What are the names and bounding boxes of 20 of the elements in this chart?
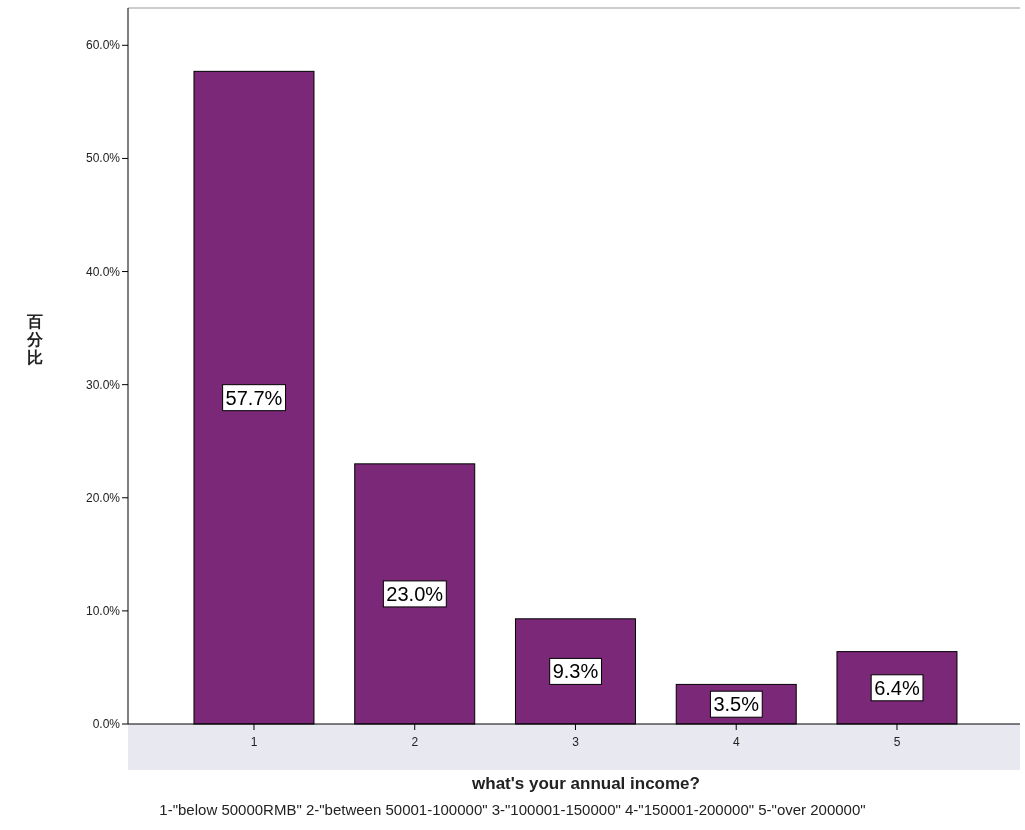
- y-tick-label: 50.0%: [85, 151, 121, 166]
- y-tick-label: 40.0%: [85, 264, 121, 279]
- x-tick-label: 2: [411, 735, 419, 749]
- data-label: 3.5%: [713, 693, 760, 716]
- data-label: 23.0%: [386, 582, 444, 605]
- x-tick-label: 3: [572, 735, 580, 749]
- y-tick-label: 10.0%: [85, 603, 121, 618]
- y-tick-label: 0.0%: [92, 717, 121, 731]
- y-axis-title: 百分比: [26, 312, 44, 367]
- text: 1-"below 50000RMB" 2-"between 50001-100000" 3-"100001-150000" 4-"150001-200000" 5-"over 200000": [159, 801, 866, 818]
- x-tick-label: 4: [732, 735, 740, 749]
- x-tick-label: 1: [250, 735, 258, 749]
- y-tick-label: 30.0%: [85, 377, 121, 392]
- x-tick-label: 5: [893, 735, 901, 749]
- y-tick-label: 20.0%: [85, 490, 121, 505]
- data-label: 57.7%: [225, 386, 283, 409]
- data-label: 9.3%: [552, 660, 599, 683]
- data-label: 6.4%: [874, 676, 920, 699]
- y-tick-label: 60.0%: [85, 38, 121, 53]
- x-axis-title: what's your annual income?: [471, 774, 700, 793]
